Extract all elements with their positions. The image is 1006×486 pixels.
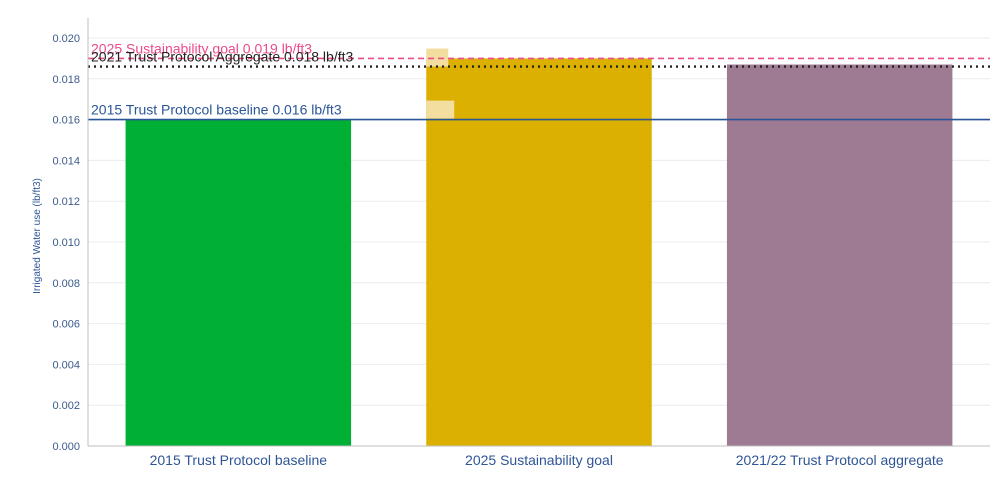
y-tick-label: 0.016: [52, 115, 80, 127]
bar: [426, 58, 652, 447]
x-category-label: 2025 Sustainability goal: [465, 452, 613, 468]
y-tick-label: 0.006: [52, 319, 80, 331]
y-tick-label: 0.010: [52, 237, 80, 249]
y-tick-label: 0.012: [52, 196, 80, 208]
axes: 0.000 0.002 0.004 0.006 0.008 0.010 0.012 0.014…: [52, 18, 990, 468]
y-tick-label: 0.000: [52, 441, 80, 453]
y-tick-label: 0.018: [52, 74, 80, 86]
y-tick-label: 0.014: [52, 155, 80, 167]
y-tick-label: 0.004: [52, 359, 80, 371]
y-tick-label: 0.008: [52, 278, 80, 290]
x-category-label: 2015 Trust Protocol baseline: [150, 452, 328, 468]
reference-line-label: 2025 Sustainability goal 0.019 lb/ft3: [91, 40, 312, 56]
label-highlight-box: [426, 100, 455, 119]
y-tick-label: 0.002: [52, 400, 80, 412]
reference-lines: 2025 Sustainability goal 0.019 lb/ft3202…: [88, 40, 990, 121]
bar: [726, 64, 953, 447]
reference-label-boxes: [426, 48, 455, 119]
y-axis-label: Irrigated Water use (lb/ft3): [32, 178, 43, 294]
bars: [125, 58, 953, 447]
x-category-label: 2021/22 Trust Protocol aggregate: [736, 452, 944, 468]
reference-line-label: 2021 Trust Protocol Aggregate 0.018 lb/f…: [91, 49, 354, 65]
y-tick-label: 0.020: [52, 33, 80, 45]
bar: [125, 119, 352, 446]
reference-line-label: 2015 Trust Protocol baseline 0.016 lb/ft…: [91, 102, 342, 118]
label-highlight-box: [426, 48, 449, 67]
